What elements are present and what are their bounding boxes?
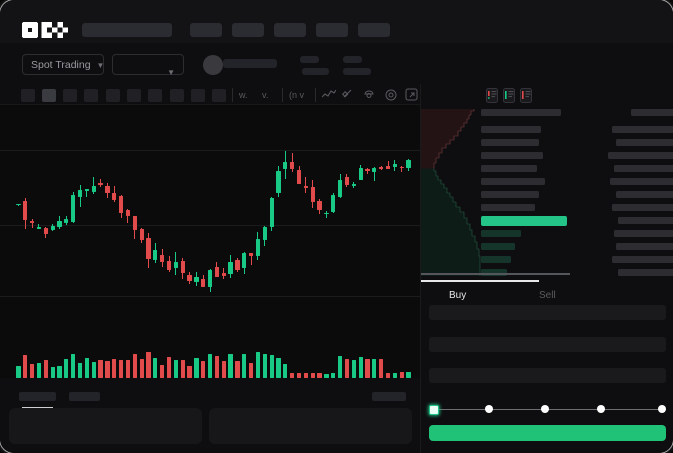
svg-text:v.: v.: [262, 90, 268, 100]
svg-text:w.: w.: [239, 90, 248, 100]
svg-text:(n v: (n v: [289, 90, 305, 100]
